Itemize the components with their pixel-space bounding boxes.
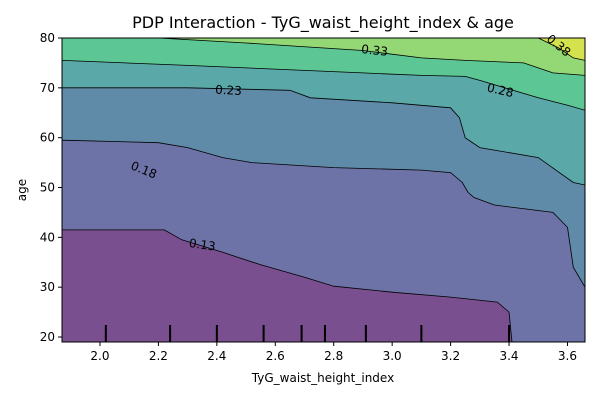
x-tick-label: 2.0 — [90, 349, 109, 363]
contour-line-0.13 — [62, 229, 513, 342]
contour-line-0.28 — [62, 60, 585, 111]
y-axis-ticks: 20 30 40 50 60 70 80 — [40, 31, 62, 344]
contour-line-0.23 — [62, 87, 585, 186]
contour-label: 0.28 — [486, 81, 515, 101]
contour-label: 0.13 — [188, 236, 216, 254]
chart-title: PDP Interaction - TyG_waist_height_index… — [132, 13, 514, 33]
contour-label: 0.33 — [361, 42, 389, 59]
y-tick-label: 60 — [40, 131, 55, 145]
contour-line-0.38 — [538, 38, 585, 61]
y-tick-label: 80 — [40, 31, 55, 45]
y-tick-label: 70 — [40, 81, 55, 95]
x-tick-label: 2.8 — [324, 349, 343, 363]
x-tick-label: 3.0 — [383, 349, 402, 363]
x-axis-label: TyG_waist_height_index — [251, 371, 394, 385]
x-tick-label: 3.2 — [441, 349, 460, 363]
x-tick-label: 2.6 — [266, 349, 285, 363]
x-tick-label: 2.2 — [149, 349, 168, 363]
contour-lines — [62, 38, 585, 342]
contour-line-0.18 — [62, 139, 585, 288]
contour-fills — [62, 38, 585, 342]
y-tick-label: 50 — [40, 181, 55, 195]
rug-marks — [104, 325, 511, 342]
x-tick-label: 3.4 — [499, 349, 518, 363]
y-axis-label: age — [15, 179, 29, 201]
contour-label: 0.23 — [215, 83, 242, 98]
y-tick-label: 30 — [40, 280, 55, 294]
y-tick-label: 20 — [40, 330, 55, 344]
x-tick-label: 2.4 — [207, 349, 226, 363]
contour-region-5 — [158, 38, 585, 76]
contour-line-0.33 — [158, 38, 585, 76]
plot-frame — [61, 37, 586, 343]
y-tick-label: 40 — [40, 230, 55, 244]
x-axis-ticks: 2.0 2.2 2.4 2.6 2.8 3.0 3.2 3.4 3.6 — [90, 342, 577, 363]
x-tick-label: 3.6 — [558, 349, 577, 363]
